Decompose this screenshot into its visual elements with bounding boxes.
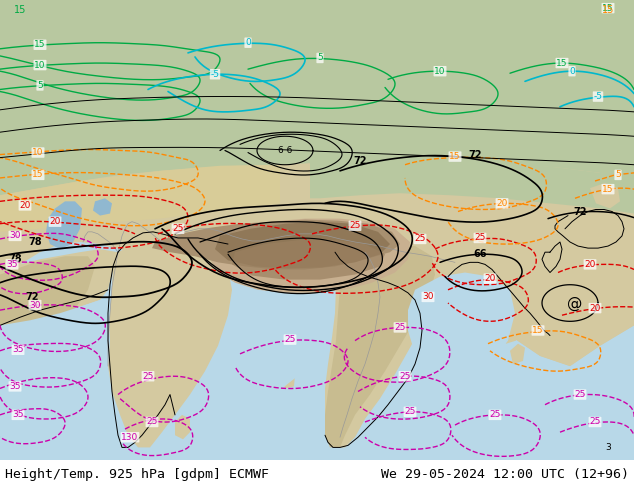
Text: 35: 35 bbox=[10, 382, 21, 391]
Polygon shape bbox=[408, 272, 515, 378]
Polygon shape bbox=[325, 246, 435, 447]
Text: 20: 20 bbox=[496, 199, 508, 208]
Text: 15: 15 bbox=[34, 40, 46, 49]
Text: 5: 5 bbox=[615, 171, 621, 179]
Polygon shape bbox=[0, 256, 95, 354]
Text: 5: 5 bbox=[37, 81, 43, 90]
Text: 35: 35 bbox=[6, 260, 18, 269]
Text: 25: 25 bbox=[404, 407, 416, 416]
Text: 78: 78 bbox=[28, 237, 42, 247]
Text: 35: 35 bbox=[12, 345, 23, 354]
Polygon shape bbox=[0, 300, 110, 447]
Text: 25: 25 bbox=[349, 221, 361, 230]
Text: 72: 72 bbox=[25, 292, 39, 302]
Polygon shape bbox=[0, 437, 162, 447]
Text: 20: 20 bbox=[484, 274, 496, 283]
Text: 25: 25 bbox=[474, 233, 486, 243]
Polygon shape bbox=[210, 219, 410, 293]
Polygon shape bbox=[46, 201, 82, 249]
Text: 0: 0 bbox=[569, 67, 575, 75]
Polygon shape bbox=[93, 198, 112, 216]
Text: 20: 20 bbox=[585, 260, 596, 269]
Polygon shape bbox=[175, 415, 190, 439]
Polygon shape bbox=[152, 220, 400, 270]
Polygon shape bbox=[0, 0, 634, 366]
Text: 20: 20 bbox=[49, 217, 61, 226]
Text: 20: 20 bbox=[19, 201, 30, 210]
Text: 3: 3 bbox=[605, 443, 611, 452]
Text: 15: 15 bbox=[14, 5, 26, 15]
Text: 15: 15 bbox=[533, 326, 544, 335]
Text: 25: 25 bbox=[146, 417, 158, 426]
Text: 25: 25 bbox=[394, 323, 406, 332]
Text: 25: 25 bbox=[284, 335, 295, 344]
Text: 25: 25 bbox=[142, 372, 153, 381]
Text: 72: 72 bbox=[469, 149, 482, 160]
Polygon shape bbox=[520, 262, 536, 287]
Text: 15: 15 bbox=[32, 171, 44, 179]
Polygon shape bbox=[590, 183, 620, 208]
Text: 25: 25 bbox=[399, 372, 411, 381]
Text: 15: 15 bbox=[450, 152, 461, 161]
Text: 30: 30 bbox=[422, 293, 434, 301]
Polygon shape bbox=[0, 249, 118, 325]
Text: We 29-05-2024 12:00 UTC (12+96): We 29-05-2024 12:00 UTC (12+96) bbox=[381, 468, 629, 481]
Polygon shape bbox=[0, 165, 280, 232]
Polygon shape bbox=[445, 229, 634, 366]
Polygon shape bbox=[0, 0, 634, 195]
Text: 6 6: 6 6 bbox=[278, 146, 292, 155]
Text: 30: 30 bbox=[10, 231, 21, 241]
Polygon shape bbox=[490, 303, 506, 323]
Text: 25: 25 bbox=[590, 417, 600, 426]
Polygon shape bbox=[108, 237, 232, 447]
Polygon shape bbox=[232, 240, 385, 280]
Polygon shape bbox=[310, 154, 634, 214]
Polygon shape bbox=[282, 371, 295, 389]
Text: 72: 72 bbox=[353, 156, 366, 166]
Text: 15: 15 bbox=[556, 58, 568, 68]
Text: 25: 25 bbox=[489, 411, 501, 419]
Text: 72: 72 bbox=[573, 206, 586, 217]
Text: 20: 20 bbox=[590, 304, 600, 313]
Text: 10: 10 bbox=[434, 67, 446, 75]
Text: 5: 5 bbox=[317, 53, 323, 62]
Text: 66: 66 bbox=[473, 249, 487, 259]
Text: 25: 25 bbox=[414, 234, 425, 244]
Text: 35: 35 bbox=[12, 411, 23, 419]
Text: 15: 15 bbox=[602, 5, 614, 15]
Text: 15: 15 bbox=[602, 185, 614, 194]
Text: 0: 0 bbox=[245, 38, 251, 47]
Text: 130: 130 bbox=[121, 433, 139, 442]
Text: 30: 30 bbox=[29, 300, 41, 310]
Text: 25: 25 bbox=[574, 390, 586, 399]
Polygon shape bbox=[510, 343, 525, 364]
Text: 25: 25 bbox=[172, 224, 184, 233]
Polygon shape bbox=[222, 317, 310, 394]
Text: Height/Temp. 925 hPa [gdpm] ECMWF: Height/Temp. 925 hPa [gdpm] ECMWF bbox=[5, 468, 269, 481]
Polygon shape bbox=[502, 323, 518, 343]
Text: 10: 10 bbox=[32, 148, 44, 157]
Text: 10: 10 bbox=[34, 61, 46, 70]
Polygon shape bbox=[215, 221, 390, 269]
Text: 15: 15 bbox=[602, 3, 614, 13]
Text: @: @ bbox=[567, 295, 583, 311]
Text: -5: -5 bbox=[210, 70, 219, 79]
Text: -5: -5 bbox=[593, 92, 602, 101]
Polygon shape bbox=[563, 208, 592, 229]
Polygon shape bbox=[325, 244, 440, 447]
Text: 78: 78 bbox=[8, 254, 22, 264]
